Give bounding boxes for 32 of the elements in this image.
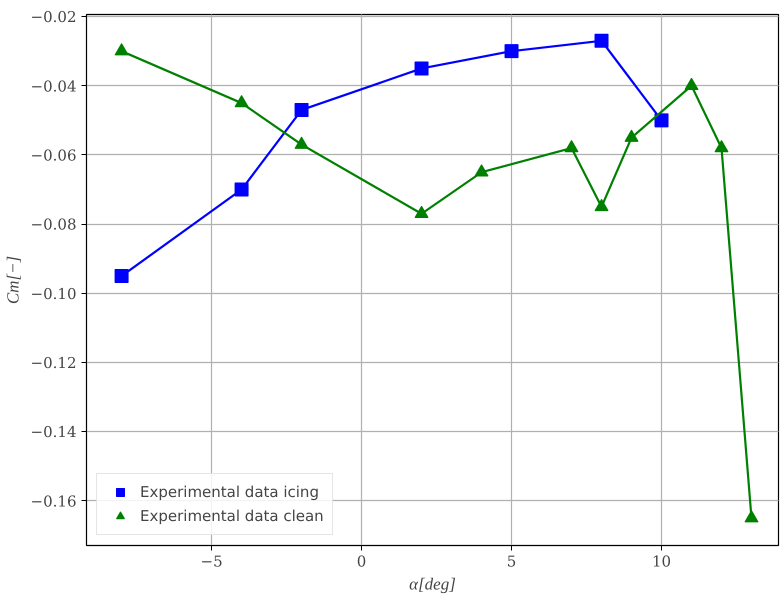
point: [624, 130, 639, 142]
point: [684, 78, 699, 90]
x-tick-label: 0: [356, 552, 366, 570]
y-tick-label: −0.10: [30, 284, 76, 303]
y-tick-label: −0.16: [30, 492, 76, 510]
x-tick-label: 5: [506, 552, 516, 570]
point: [414, 206, 429, 218]
y-tick-label: −0.06: [30, 146, 76, 164]
point: [294, 102, 309, 117]
point: [744, 510, 759, 522]
y-tick-label: −0.14: [30, 423, 76, 442]
x-axis-title: α[deg]: [409, 574, 456, 594]
point: [594, 34, 609, 48]
x-tick-label: −5: [200, 552, 223, 570]
point: [654, 113, 669, 128]
point: [714, 140, 729, 152]
y-tick-label: −0.12: [30, 354, 76, 372]
point: [504, 44, 519, 58]
point: [564, 140, 579, 152]
y-axis-title: Cm[−]: [4, 256, 23, 304]
point: [414, 61, 429, 76]
y-tick-label: −0.04: [30, 77, 76, 96]
point: [234, 95, 249, 108]
point: [594, 198, 609, 212]
point: [474, 164, 489, 176]
point: [114, 43, 129, 56]
x-tick-label: 10: [652, 552, 672, 570]
point: [294, 136, 309, 149]
y-tick-label: −0.08: [30, 216, 76, 234]
legend-label: Experimental data clean: [140, 507, 324, 525]
legend-label: Experimental data icing: [140, 483, 319, 501]
y-tick-label: −0.02: [30, 8, 76, 26]
